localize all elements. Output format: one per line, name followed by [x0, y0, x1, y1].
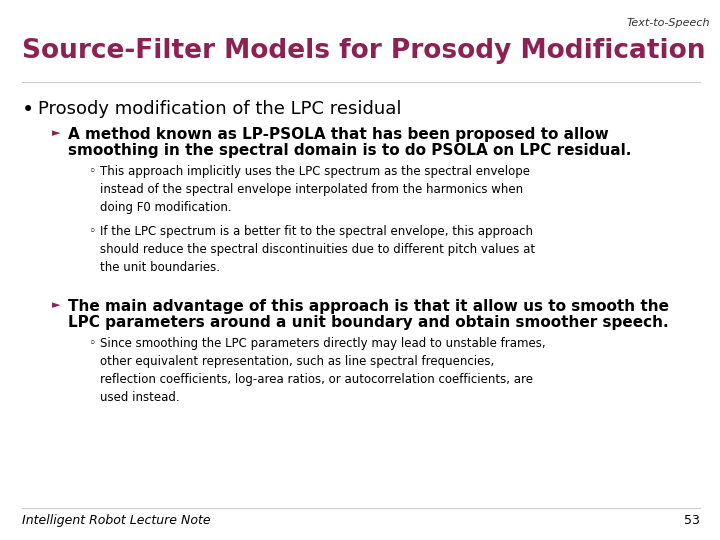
Text: Since smoothing the LPC parameters directly may lead to unstable frames,
other e: Since smoothing the LPC parameters direc… — [100, 337, 546, 404]
Text: Source-Filter Models for Prosody Modification: Source-Filter Models for Prosody Modific… — [22, 38, 706, 64]
Text: The main advantage of this approach is that it allow us to smooth the: The main advantage of this approach is t… — [68, 299, 669, 314]
Text: Text-to-Speech: Text-to-Speech — [626, 18, 710, 28]
Text: 53: 53 — [684, 514, 700, 527]
Text: Prosody modification of the LPC residual: Prosody modification of the LPC residual — [38, 100, 402, 118]
Text: LPC parameters around a unit boundary and obtain smoother speech.: LPC parameters around a unit boundary an… — [68, 315, 669, 330]
Text: If the LPC spectrum is a better fit to the spectral envelope, this approach
shou: If the LPC spectrum is a better fit to t… — [100, 225, 535, 274]
Text: ►: ► — [52, 128, 60, 138]
Text: ◦: ◦ — [88, 337, 95, 350]
Text: smoothing in the spectral domain is to do PSOLA on LPC residual.: smoothing in the spectral domain is to d… — [68, 143, 631, 158]
Text: ►: ► — [52, 300, 60, 310]
Text: ◦: ◦ — [88, 165, 95, 178]
Text: A method known as LP-PSOLA that has been proposed to allow: A method known as LP-PSOLA that has been… — [68, 127, 608, 142]
Text: This approach implicitly uses the LPC spectrum as the spectral envelope
instead : This approach implicitly uses the LPC sp… — [100, 165, 530, 214]
Text: Intelligent Robot Lecture Note: Intelligent Robot Lecture Note — [22, 514, 211, 527]
Text: ◦: ◦ — [88, 225, 95, 238]
Text: •: • — [22, 100, 35, 120]
